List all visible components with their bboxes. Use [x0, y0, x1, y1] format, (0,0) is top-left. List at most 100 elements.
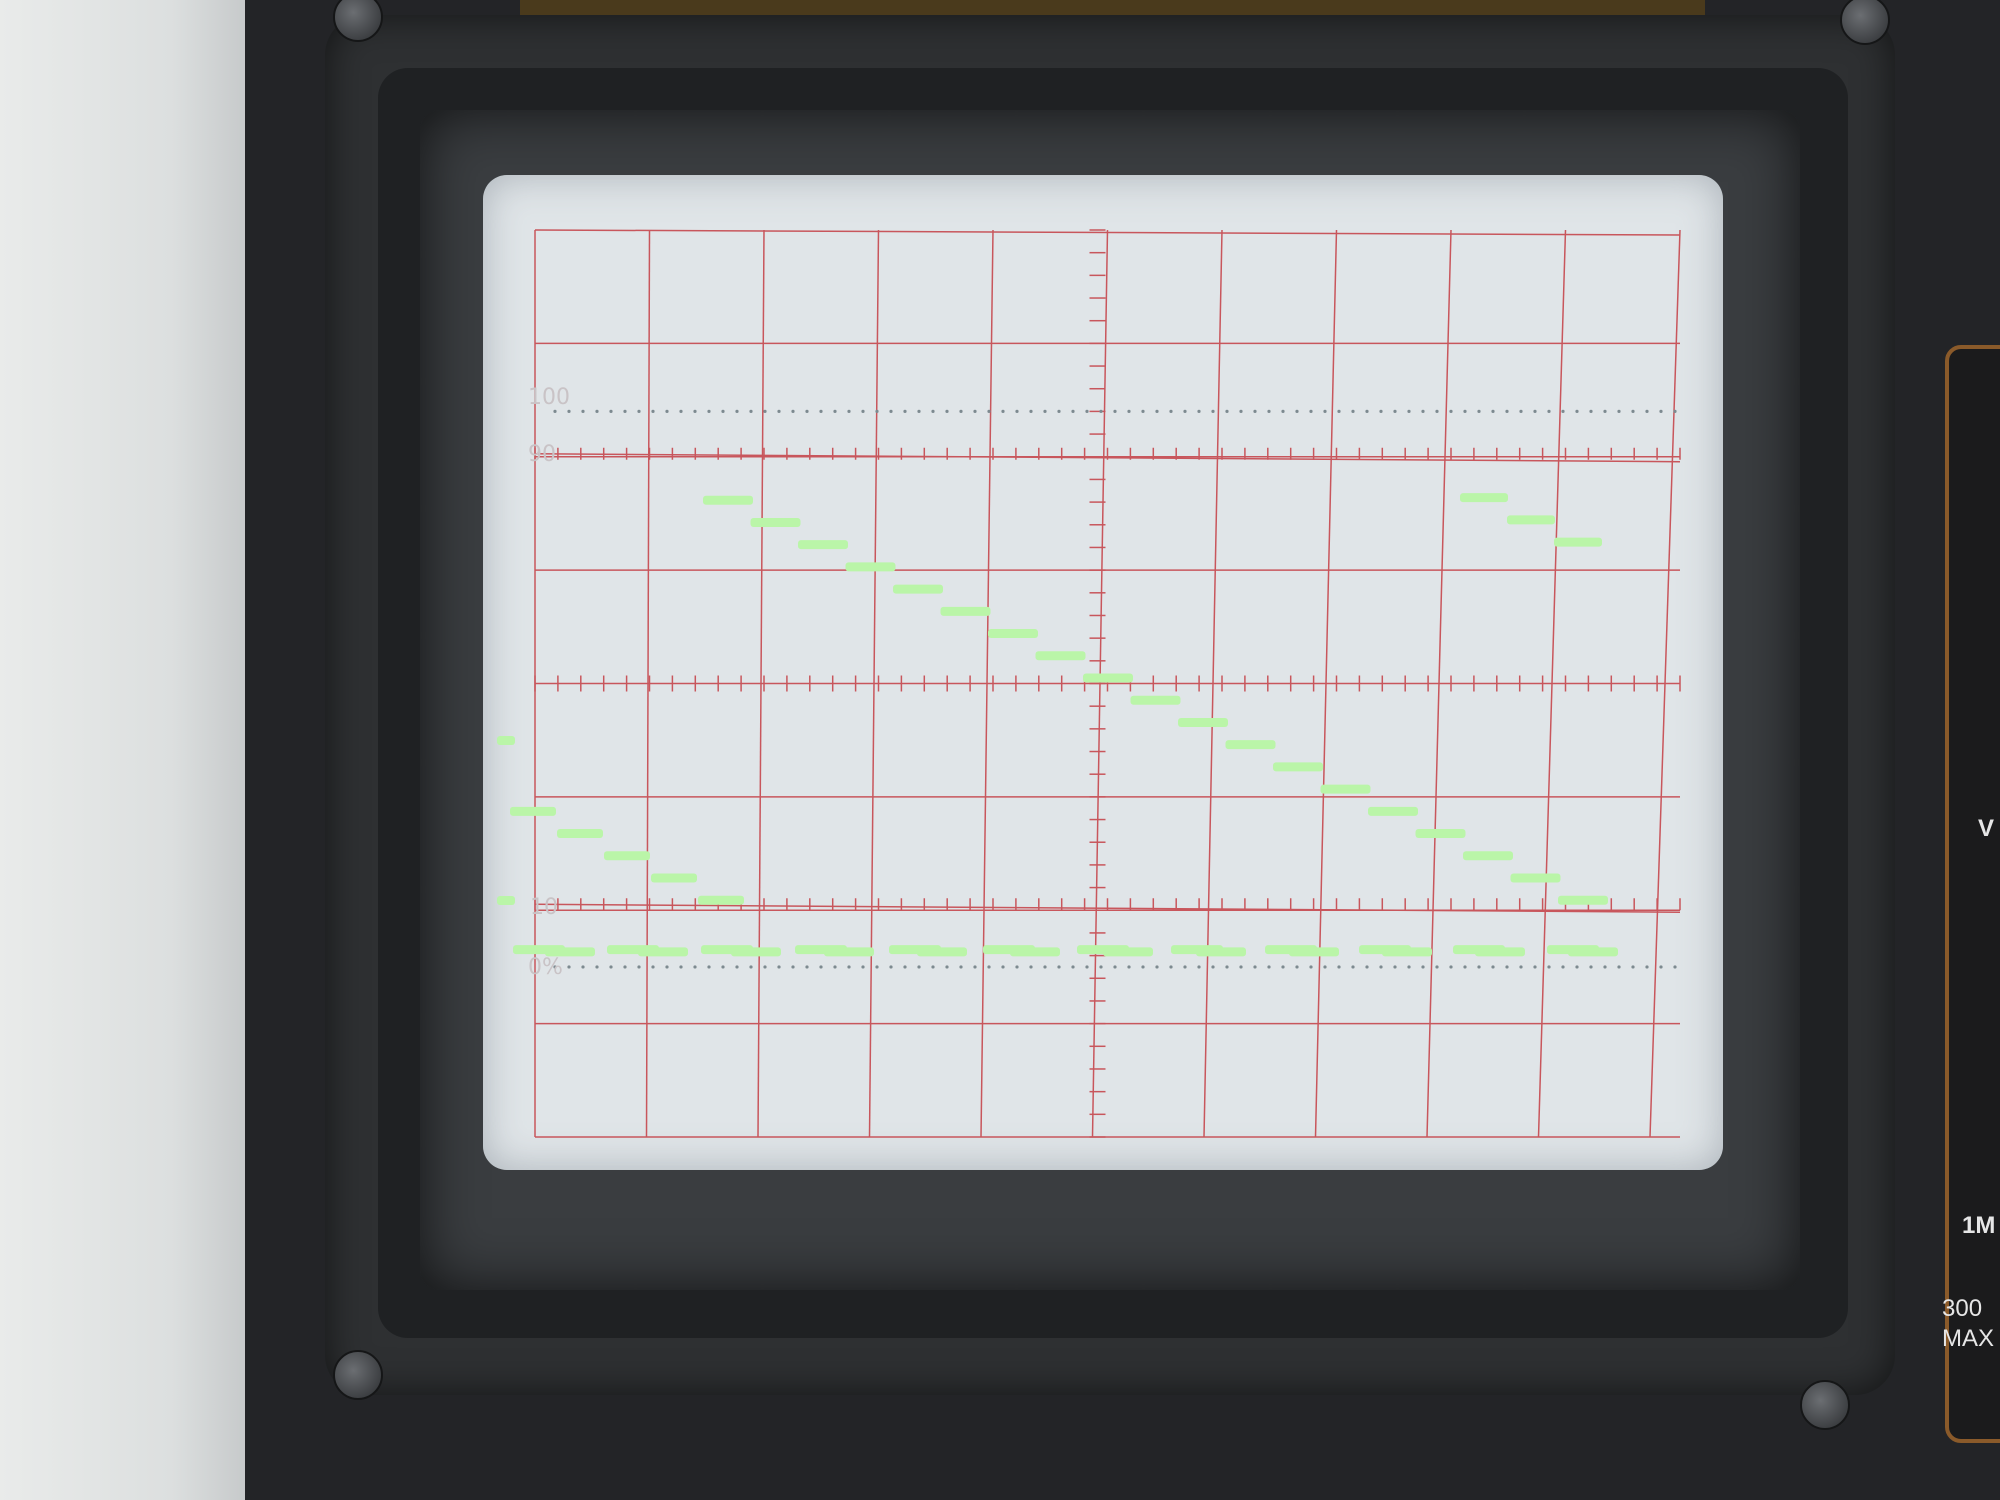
- ref-100-dot: [1463, 409, 1467, 413]
- trace-step: [1130, 695, 1181, 705]
- ref-100-dot: [1575, 409, 1579, 413]
- ref-0-dot: [1183, 965, 1187, 969]
- ref-0-dot: [609, 965, 613, 969]
- trace-low-dash: [1265, 945, 1317, 955]
- ref-0-dot: [1085, 965, 1089, 969]
- ref-100-dot: [1183, 409, 1187, 413]
- ref-100-dot: [735, 409, 739, 413]
- graticule-ticks: [534, 229, 1681, 1138]
- ref-0-dot: [1547, 965, 1551, 969]
- trace-step-left: [698, 895, 744, 905]
- ref-100-dot: [1673, 409, 1677, 413]
- ref-0-dot: [987, 965, 991, 969]
- ref-0-dot: [1421, 965, 1425, 969]
- ref-100-dot: [1239, 409, 1243, 413]
- trace-step: [1273, 762, 1323, 772]
- trace-low-dash: [701, 945, 753, 955]
- label-10: 10: [530, 895, 558, 920]
- ref-0-dot: [1337, 965, 1341, 969]
- side-control-panel: [1945, 345, 2000, 1443]
- trace-step: [1225, 740, 1276, 750]
- screw-top-left: [333, 0, 383, 42]
- ref-0-dot: [1015, 965, 1019, 969]
- ref-100-dot: [931, 409, 935, 413]
- ref-0-dot: [1281, 965, 1285, 969]
- ref-0-dot: [1673, 965, 1677, 969]
- ref-100-dot: [847, 409, 851, 413]
- trace-low-dash: [1453, 945, 1505, 955]
- ref-100-dot: [833, 409, 837, 413]
- ref-0-dot: [679, 965, 683, 969]
- ref-100-dot: [1365, 409, 1369, 413]
- ref-0-dot: [861, 965, 865, 969]
- trace-low-dash: [1171, 945, 1223, 955]
- ref-0-dot: [1603, 965, 1607, 969]
- ref-100-dot: [1099, 409, 1103, 413]
- ref-0-dot: [1323, 965, 1327, 969]
- ref-100-dot: [1617, 409, 1621, 413]
- ref-0-dot: [1435, 965, 1439, 969]
- ref-0-dot: [707, 965, 711, 969]
- top-label-strip: [520, 0, 1705, 18]
- ref-100-dot: [1281, 409, 1285, 413]
- ref-100-dot: [1421, 409, 1425, 413]
- trace-step: [1035, 651, 1086, 661]
- ref-0-dot: [595, 965, 599, 969]
- ref-0-dot: [777, 965, 781, 969]
- trace-step: [845, 562, 896, 572]
- ref-100-dot: [1015, 409, 1019, 413]
- ref-100-dot: [581, 409, 585, 413]
- ref-100-dot: [1225, 409, 1229, 413]
- ref-0-dot: [1155, 965, 1159, 969]
- trace-step-left: [557, 829, 603, 839]
- ref-100-dot: [1253, 409, 1257, 413]
- ref-100-dot: [1519, 409, 1523, 413]
- ref-100-dot: [1295, 409, 1299, 413]
- ref-100-dot: [1323, 409, 1327, 413]
- ref-100-dot: [1435, 409, 1439, 413]
- ref-100-dot: [1197, 409, 1201, 413]
- trace-step: [893, 584, 943, 594]
- grid-horizontal-line: [534, 229, 1681, 236]
- ref-0-dot: [1043, 965, 1047, 969]
- trace-step: [798, 540, 848, 550]
- ref-100-dot: [1127, 409, 1131, 413]
- ref-100-dot: [693, 409, 697, 413]
- trace-step-left: [604, 851, 650, 861]
- ref-0-dot: [805, 965, 809, 969]
- trace-low-dash: [1547, 945, 1599, 955]
- ref-0-dot: [1491, 965, 1495, 969]
- trace-low-dash: [513, 945, 565, 955]
- ref-0-dot: [889, 965, 893, 969]
- ref-100-dot: [1477, 409, 1481, 413]
- ref-100-dot: [1351, 409, 1355, 413]
- ref-100-dot: [1337, 409, 1341, 413]
- ref-100-dot: [819, 409, 823, 413]
- ref-0-dot: [945, 965, 949, 969]
- trace-low-dash: [795, 945, 847, 955]
- ref-100-dot: [1491, 409, 1495, 413]
- ref-0-dot: [1351, 965, 1355, 969]
- ref-0-dot: [847, 965, 851, 969]
- ref-0-dot: [1197, 965, 1201, 969]
- ref-0-dot: [1113, 965, 1117, 969]
- ref-0-dot: [1141, 965, 1145, 969]
- ref-100-dot: [1547, 409, 1551, 413]
- ref-100-dot: [1379, 409, 1383, 413]
- ref-0-dot: [749, 965, 753, 969]
- ref-0-dot: [973, 965, 977, 969]
- trace-step-right: [1507, 515, 1555, 525]
- ref-0-dot: [1477, 965, 1481, 969]
- ref-0-dot: [623, 965, 627, 969]
- screw-bottom-left: [333, 1350, 383, 1400]
- ref-0-dot: [1561, 965, 1565, 969]
- ref-100-dot: [1309, 409, 1313, 413]
- ref-100-dot: [1393, 409, 1397, 413]
- ref-100-dot: [917, 409, 921, 413]
- ref-0-dot: [1645, 965, 1649, 969]
- panel-text-300: 300: [1942, 1295, 1983, 1322]
- trace-step: [1320, 784, 1371, 794]
- ref-0-dot: [651, 965, 655, 969]
- ref-100-dot: [805, 409, 809, 413]
